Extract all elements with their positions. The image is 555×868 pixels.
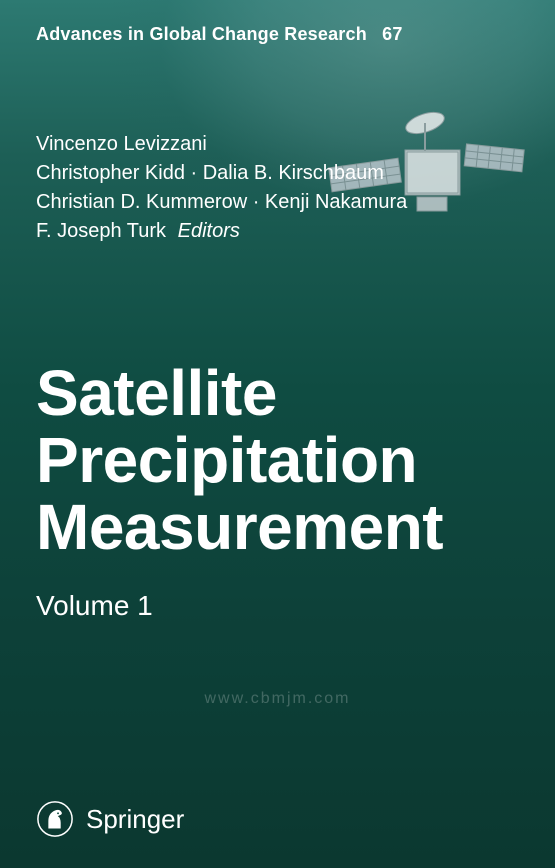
watermark-text: www.cbmjm.com [0,690,555,708]
title-line: Precipitation [36,427,525,494]
editor-name: F. Joseph Turk [36,220,166,242]
editor-line-last: F. Joseph Turk Editors [36,217,407,246]
series-name: Advances in Global Change Research [36,24,367,44]
book-cover: Advances in Global Change Research 67 Vi… [0,0,555,868]
publisher-block: Springer [36,800,184,838]
editors-block: Vincenzo Levizzani Christopher Kidd · Da… [36,130,407,246]
title-line: Satellite [36,360,525,427]
editor-line: Christopher Kidd · Dalia B. Kirschbaum [36,159,407,188]
springer-horse-icon [36,800,74,838]
publisher-name: Springer [86,804,184,835]
title-block: Satellite Precipitation Measurement Volu… [36,360,525,622]
series-header: Advances in Global Change Research 67 [36,24,403,45]
editors-role: Editors [178,220,240,242]
editor-line: Vincenzo Levizzani [36,130,407,159]
title-line: Measurement [36,494,525,561]
editor-line: Christian D. Kummerow · Kenji Nakamura [36,188,407,217]
series-number: 67 [382,24,402,44]
book-title: Satellite Precipitation Measurement [36,360,525,562]
book-subtitle: Volume 1 [36,590,525,622]
